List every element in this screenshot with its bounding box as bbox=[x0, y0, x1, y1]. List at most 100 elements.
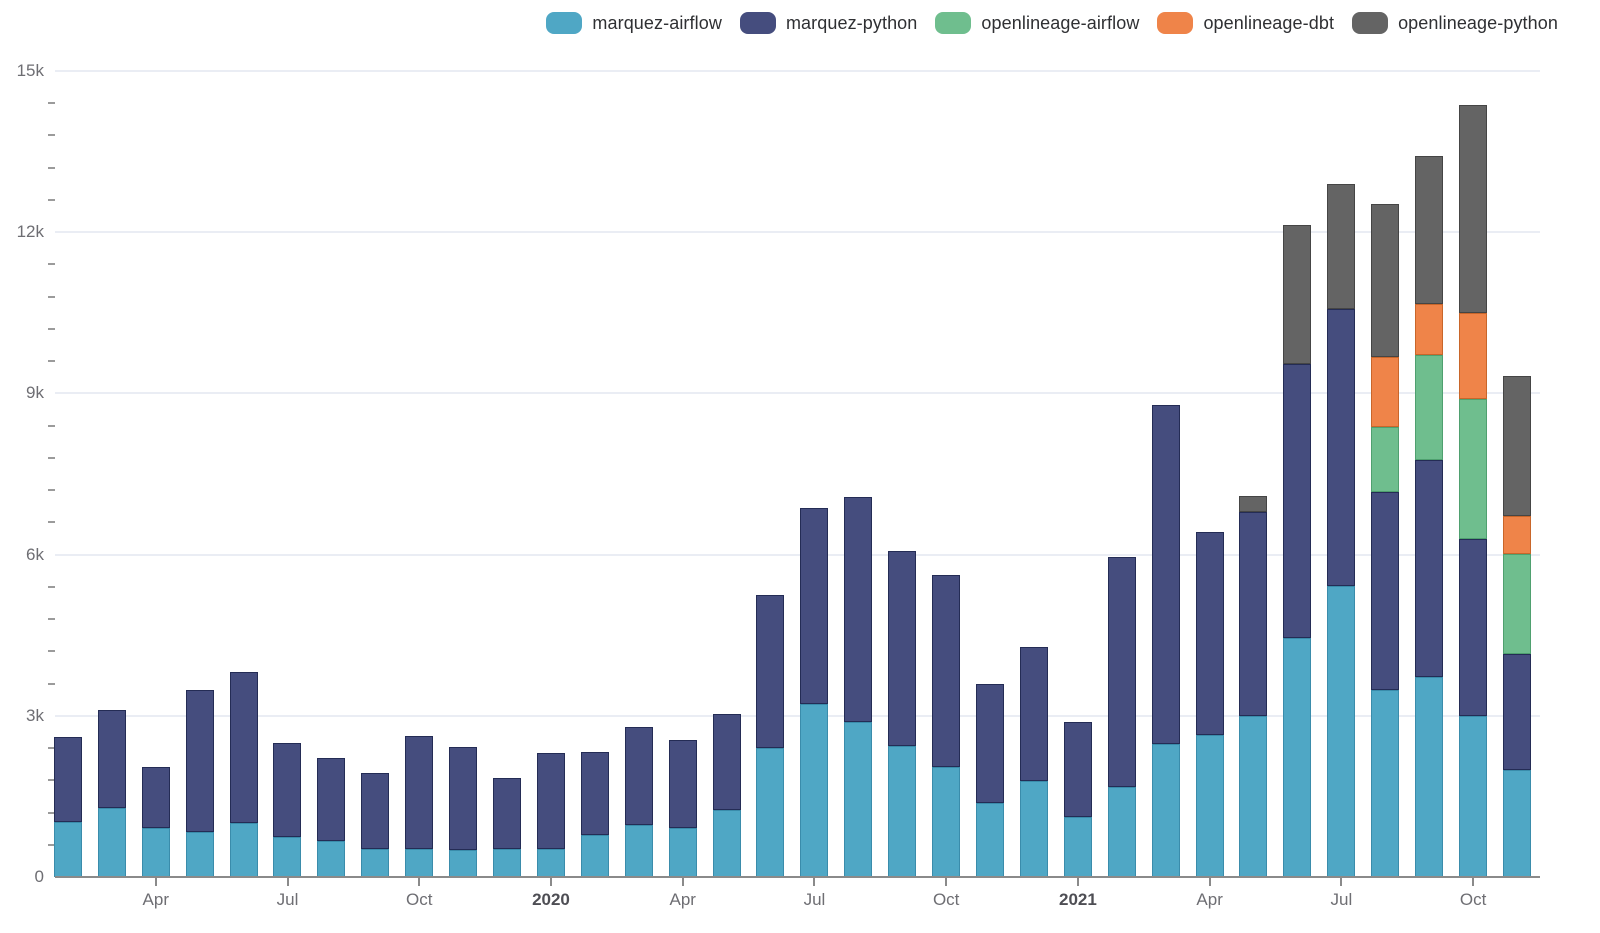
marquez-python-segment[interactable] bbox=[229, 672, 258, 824]
openlineage-airflow-segment[interactable] bbox=[1458, 398, 1487, 539]
marquez-python-segment[interactable] bbox=[1107, 556, 1136, 787]
marquez-python-segment[interactable] bbox=[405, 735, 434, 849]
marquez-python-segment[interactable] bbox=[53, 736, 82, 822]
bar-apr-2021 bbox=[1188, 71, 1232, 877]
marquez-airflow-segment[interactable] bbox=[1327, 585, 1356, 877]
bar-apr-2020 bbox=[661, 71, 705, 877]
marquez-airflow-segment[interactable] bbox=[712, 810, 741, 877]
marquez-airflow-segment[interactable] bbox=[1283, 637, 1312, 877]
x-tick bbox=[1076, 877, 1079, 886]
marquez-airflow-segment[interactable] bbox=[273, 836, 302, 877]
marquez-python-segment[interactable] bbox=[185, 690, 214, 833]
legend-item-marquez-python[interactable]: marquez-python bbox=[739, 12, 917, 34]
x-tick bbox=[1340, 877, 1343, 886]
marquez-airflow-segment[interactable] bbox=[536, 849, 565, 877]
marquez-python-segment[interactable] bbox=[844, 496, 873, 723]
marquez-python-segment[interactable] bbox=[932, 574, 961, 768]
openlineage-dbt-segment[interactable] bbox=[1415, 304, 1444, 356]
marquez-airflow-segment[interactable] bbox=[449, 850, 478, 877]
marquez-airflow-segment[interactable] bbox=[844, 722, 873, 877]
marquez-python-segment[interactable] bbox=[317, 758, 346, 841]
marquez-airflow-segment[interactable] bbox=[1063, 817, 1092, 877]
marquez-airflow-segment[interactable] bbox=[1458, 715, 1487, 877]
marquez-airflow-segment[interactable] bbox=[97, 808, 126, 877]
marquez-airflow-segment[interactable] bbox=[1239, 715, 1268, 877]
marquez-airflow-segment[interactable] bbox=[493, 848, 522, 877]
marquez-python-segment[interactable] bbox=[888, 551, 917, 747]
marquez-python-segment[interactable] bbox=[449, 746, 478, 851]
marquez-python-segment[interactable] bbox=[141, 767, 170, 829]
marquez-airflow-segment[interactable] bbox=[229, 823, 258, 877]
marquez-airflow-segment[interactable] bbox=[1019, 780, 1048, 877]
marquez-airflow-segment[interactable] bbox=[53, 821, 82, 877]
y-minor-tick bbox=[48, 102, 55, 105]
marquez-python-segment[interactable] bbox=[493, 778, 522, 849]
marquez-airflow-segment[interactable] bbox=[1195, 734, 1224, 877]
legend-swatch bbox=[546, 12, 583, 34]
openlineage-python-segment[interactable] bbox=[1239, 496, 1268, 512]
marquez-python-segment[interactable] bbox=[668, 740, 697, 829]
marquez-airflow-segment[interactable] bbox=[1151, 743, 1180, 877]
marquez-python-segment[interactable] bbox=[1283, 364, 1312, 638]
openlineage-python-segment[interactable] bbox=[1415, 155, 1444, 305]
marquez-airflow-segment[interactable] bbox=[141, 828, 170, 877]
marquez-python-segment[interactable] bbox=[536, 753, 565, 850]
openlineage-python-segment[interactable] bbox=[1458, 104, 1487, 313]
marquez-airflow-segment[interactable] bbox=[405, 848, 434, 877]
marquez-python-segment[interactable] bbox=[800, 507, 829, 704]
openlineage-python-segment[interactable] bbox=[1283, 224, 1312, 365]
marquez-airflow-segment[interactable] bbox=[756, 747, 785, 877]
y-axis-label-12k: 12k bbox=[16, 222, 44, 242]
marquez-python-segment[interactable] bbox=[1151, 404, 1180, 744]
openlineage-airflow-segment[interactable] bbox=[1415, 355, 1444, 461]
marquez-airflow-segment[interactable] bbox=[668, 828, 697, 877]
openlineage-python-segment[interactable] bbox=[1327, 183, 1356, 309]
marquez-airflow-segment[interactable] bbox=[932, 767, 961, 877]
marquez-airflow-segment[interactable] bbox=[317, 841, 346, 877]
marquez-python-segment[interactable] bbox=[975, 683, 1004, 804]
marquez-python-segment[interactable] bbox=[1195, 531, 1224, 735]
marquez-python-segment[interactable] bbox=[1458, 538, 1487, 716]
openlineage-python-segment[interactable] bbox=[1502, 376, 1531, 516]
y-axis-label-6k: 6k bbox=[26, 544, 44, 564]
openlineage-airflow-segment[interactable] bbox=[1502, 553, 1531, 655]
y-minor-tick bbox=[48, 295, 55, 298]
marquez-python-segment[interactable] bbox=[1019, 647, 1048, 781]
marquez-airflow-segment[interactable] bbox=[185, 832, 214, 877]
openlineage-dbt-segment[interactable] bbox=[1458, 312, 1487, 399]
openlineage-dbt-segment[interactable] bbox=[1371, 356, 1400, 428]
marquez-python-segment[interactable] bbox=[273, 742, 302, 837]
marquez-airflow-segment[interactable] bbox=[580, 834, 609, 877]
marquez-airflow-segment[interactable] bbox=[1371, 690, 1400, 877]
bar-oct-2021 bbox=[1451, 71, 1495, 877]
marquez-python-segment[interactable] bbox=[361, 772, 390, 850]
marquez-airflow-segment[interactable] bbox=[624, 824, 653, 877]
marquez-airflow-segment[interactable] bbox=[1502, 769, 1531, 877]
marquez-python-segment[interactable] bbox=[1502, 654, 1531, 770]
openlineage-airflow-segment[interactable] bbox=[1371, 427, 1400, 492]
legend-item-marquez-airflow[interactable]: marquez-airflow bbox=[546, 12, 722, 34]
marquez-python-segment[interactable] bbox=[756, 595, 785, 748]
marquez-python-segment[interactable] bbox=[580, 752, 609, 835]
marquez-airflow-segment[interactable] bbox=[1415, 677, 1444, 877]
legend-item-openlineage-python[interactable]: openlineage-python bbox=[1352, 12, 1558, 34]
marquez-airflow-segment[interactable] bbox=[1107, 786, 1136, 877]
openlineage-dbt-segment[interactable] bbox=[1502, 515, 1531, 554]
marquez-python-segment[interactable] bbox=[1371, 491, 1400, 691]
marquez-python-segment[interactable] bbox=[712, 714, 741, 811]
marquez-python-segment[interactable] bbox=[1327, 308, 1356, 586]
x-tick bbox=[418, 877, 421, 886]
marquez-airflow-segment[interactable] bbox=[800, 703, 829, 877]
marquez-python-segment[interactable] bbox=[1239, 511, 1268, 716]
legend-item-openlineage-dbt[interactable]: openlineage-dbt bbox=[1157, 12, 1334, 34]
legend-item-openlineage-airflow[interactable]: openlineage-airflow bbox=[935, 12, 1139, 34]
marquez-python-segment[interactable] bbox=[624, 726, 653, 825]
marquez-airflow-segment[interactable] bbox=[888, 746, 917, 877]
marquez-airflow-segment[interactable] bbox=[975, 803, 1004, 877]
marquez-python-segment[interactable] bbox=[1415, 460, 1444, 678]
openlineage-python-segment[interactable] bbox=[1371, 203, 1400, 357]
marquez-python-segment[interactable] bbox=[1063, 722, 1092, 818]
marquez-python-segment[interactable] bbox=[97, 710, 126, 809]
marquez-airflow-segment[interactable] bbox=[361, 849, 390, 877]
